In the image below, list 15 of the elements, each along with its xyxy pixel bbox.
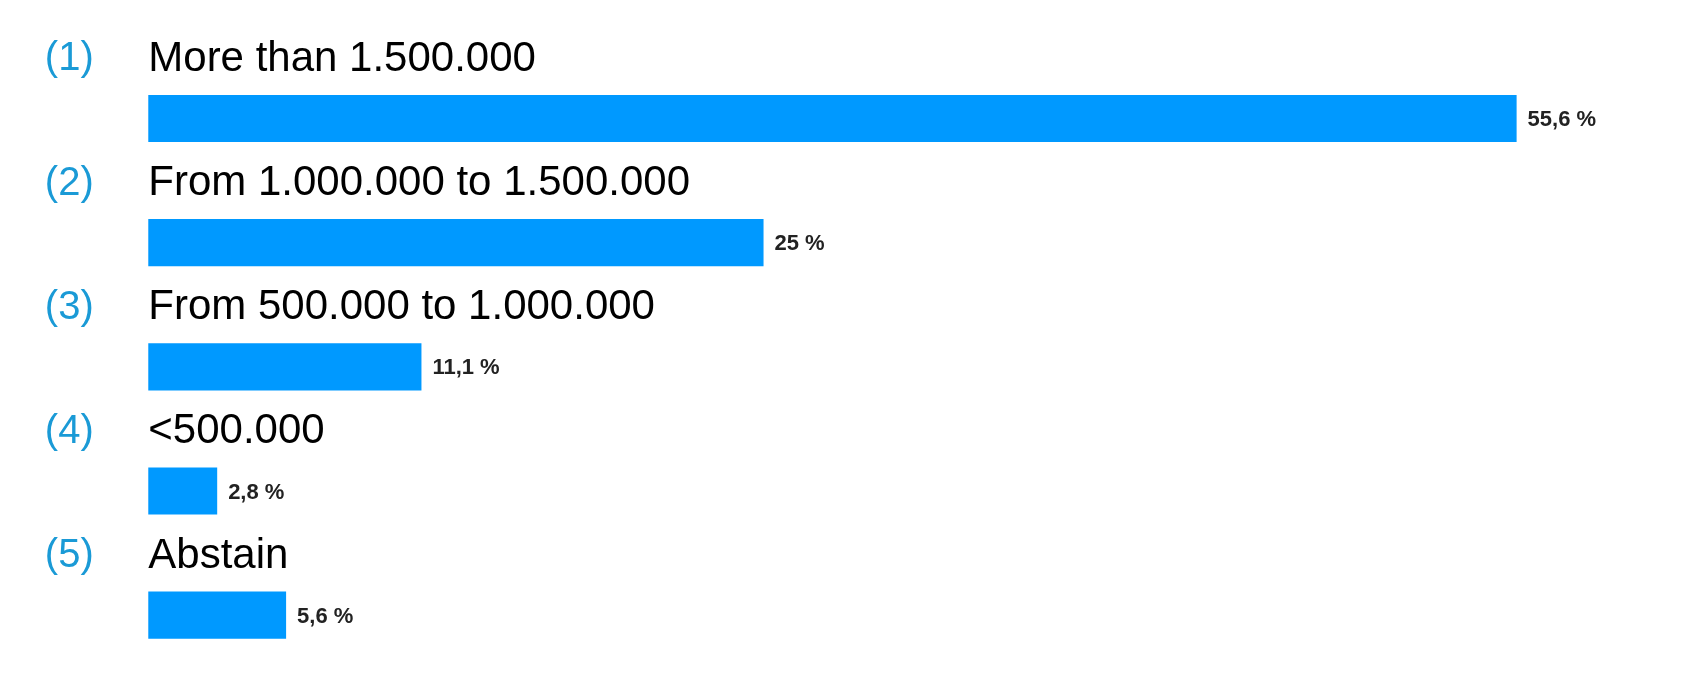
category-label: (4) <500.000 xyxy=(44,405,325,453)
category-label: (3) From 500.000 to 1.000.000 xyxy=(44,281,655,329)
bar xyxy=(148,343,422,391)
bar xyxy=(148,591,287,639)
data-label: 55,6 % xyxy=(1527,105,1597,131)
data-label: 2,8 % xyxy=(228,478,285,504)
category-label: (1) More than 1.500.000 xyxy=(44,32,536,80)
bar xyxy=(148,467,218,515)
category-label: (5) Abstain xyxy=(44,529,289,577)
data-label: 11,1 % xyxy=(432,354,500,380)
bar xyxy=(148,219,764,267)
data-label: 25 % xyxy=(774,230,825,256)
bar xyxy=(148,94,1517,143)
category-label: (2) From 1.000.000 to 1.500.000 xyxy=(44,157,690,205)
data-label: 5,6 % xyxy=(297,602,354,628)
